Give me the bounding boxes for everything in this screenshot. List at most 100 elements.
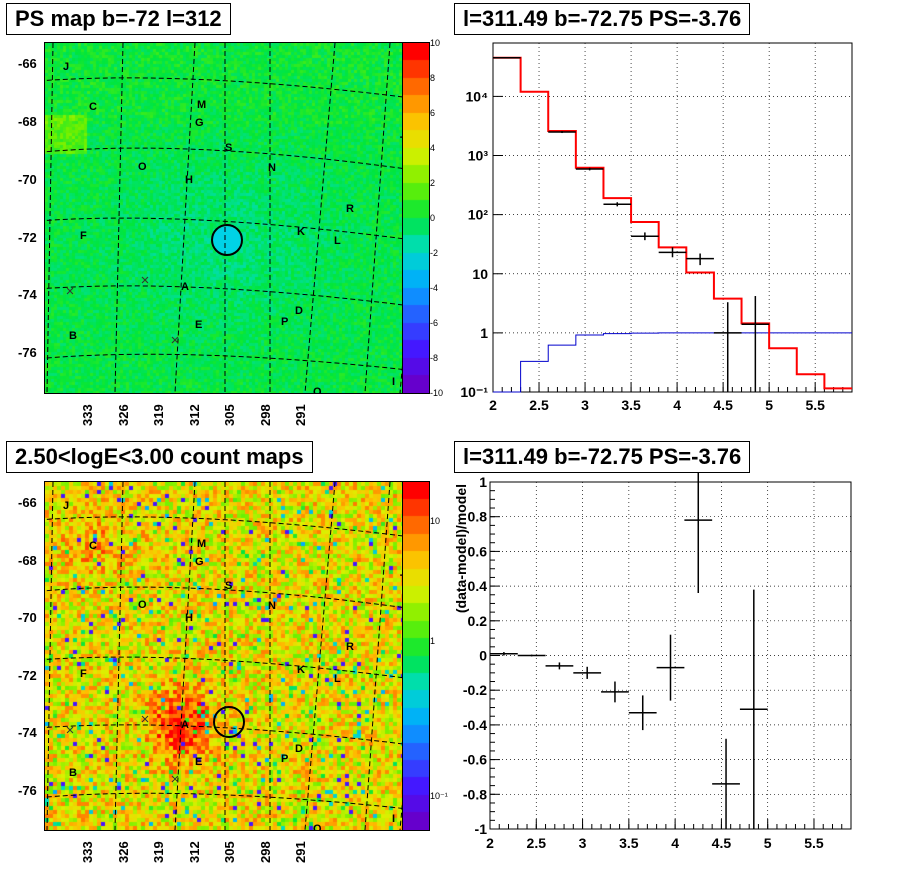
x-tick-label: 4.5 <box>713 397 733 413</box>
map-label-t: T <box>400 573 403 585</box>
y-tick-label: -0.4 <box>463 717 487 733</box>
count-map-heatmap <box>45 482 403 830</box>
y-tick-label: 0.2 <box>468 613 488 629</box>
cross-marker <box>171 336 179 344</box>
map-label-p: P <box>281 753 289 766</box>
ps-map-title: PS map b=-72 l=312 <box>6 3 231 35</box>
map-label-h: H <box>185 174 193 186</box>
map-y-tick: -72 <box>18 667 37 683</box>
map-label-n: N <box>268 600 276 613</box>
cross-marker <box>141 276 149 284</box>
palette-tick: 8 <box>430 73 436 83</box>
ps-map-palette <box>402 42 430 394</box>
y-tick-label: 1 <box>479 474 487 490</box>
map-x-tick: 305 <box>222 404 237 426</box>
latitude-line <box>45 586 403 609</box>
map-x-tick: 326 <box>115 404 131 426</box>
y-tick-label: 0.8 <box>468 509 488 525</box>
map-label-f: F <box>80 667 87 680</box>
map-x-tick: 298 <box>257 841 273 863</box>
map-label-f: F <box>80 230 87 242</box>
map-x-tick: 326 <box>115 841 131 863</box>
map-label-d: D <box>295 742 303 755</box>
longitude-line <box>114 43 124 393</box>
x-tick-label: 2.5 <box>527 835 547 851</box>
map-label-o: O <box>138 599 147 612</box>
palette-tick: 4 <box>430 143 436 153</box>
map-label-m: M <box>197 537 207 550</box>
x-tick-label: 4 <box>671 835 679 851</box>
map-label-j: J <box>63 499 70 512</box>
count-map-palette <box>402 481 430 831</box>
count-map-panel: J C MG S N T O H R F K L A DP B E Q I 10 1 10⁻¹ -66 -68 -70 -7… <box>0 437 449 875</box>
longitude-line <box>364 43 391 393</box>
x-tick-label: 5 <box>765 397 773 413</box>
x-tick-label: 5.5 <box>805 397 825 413</box>
x-tick-label: 4.5 <box>712 835 732 851</box>
latitude-line <box>45 147 403 170</box>
map-label-l: L <box>334 672 341 685</box>
palette-tick: 10 <box>430 516 441 526</box>
latitude-line <box>45 353 403 370</box>
map-x-tick: 333 <box>80 841 95 863</box>
ps-map[interactable]: J C MG S N T O H R F K L A DP B E Q I <box>44 42 404 394</box>
map-label-g: G <box>195 555 204 568</box>
palette-tick: -10 <box>430 388 444 398</box>
x-tick-label: 4 <box>673 397 681 413</box>
map-label-a: A <box>181 281 189 293</box>
x-tick-label: 3.5 <box>619 835 639 851</box>
blue-model-step <box>493 332 852 393</box>
cross-marker <box>66 287 74 295</box>
map-label-r: R <box>346 203 354 215</box>
map-x-tick: 312 <box>186 841 202 863</box>
map-label-c: C <box>89 101 97 113</box>
latitude-line <box>45 656 403 679</box>
map-label-i: I <box>392 376 396 388</box>
palette-tick: 0 <box>430 213 436 223</box>
map-label-a: A <box>181 718 189 731</box>
map-y-tick: -74 <box>18 287 37 303</box>
count-map[interactable]: J C MG S N T O H R F K L A DP B E Q I <box>44 481 404 831</box>
longitude-line <box>304 482 336 830</box>
map-y-tick: -70 <box>18 171 37 187</box>
palette-tick: -8 <box>430 353 439 363</box>
residual-plot[interactable]: 2 2.5 3 3.5 4 4.5 5 5.5 -1 -0.8 -0.6 -0.4 -0.2 0 0.2 0.… <box>449 437 898 875</box>
x-tick-label: 3.5 <box>621 397 641 413</box>
x-tick-label: 2.5 <box>529 397 549 413</box>
x-tick-label: 5 <box>764 835 772 851</box>
map-y-tick: -72 <box>18 229 37 245</box>
map-y-tick: -76 <box>18 345 37 361</box>
map-label-o: O <box>138 161 147 173</box>
x-tick-label: 2 <box>486 835 494 851</box>
latitude-line <box>45 77 403 98</box>
map-label-s: S <box>225 580 233 593</box>
map-y-tick: -66 <box>18 495 37 510</box>
y-tick-label: 0.4 <box>468 578 488 594</box>
spectrum-panel: 2 2.5 3 3.5 4 4.5 5 5.5 10⁻¹ 1 10 10² 10³ 10⁴ l=311.4… <box>449 0 898 437</box>
palette-tick: 10⁻¹ <box>430 791 448 801</box>
palette-tick: 1 <box>430 636 436 646</box>
map-label-d: D <box>295 305 303 317</box>
count-map-grid <box>45 482 403 830</box>
y-tick-label: 10³ <box>468 148 489 164</box>
map-label-q: Q <box>313 386 322 394</box>
map-y-tick: -68 <box>18 113 37 129</box>
map-label-n: N <box>268 162 276 174</box>
map-label-q: Q <box>313 823 322 831</box>
map-x-tick: 291 <box>293 404 308 426</box>
map-label-e: E <box>195 319 203 331</box>
latitude-line <box>45 285 403 306</box>
x-tick-label: 2 <box>489 397 497 413</box>
ps-map-grid <box>45 43 403 393</box>
map-label-p: P <box>281 316 289 328</box>
spectrum-plot[interactable]: 2 2.5 3 3.5 4 4.5 5 5.5 10⁻¹ 1 10 10² 10³ 10⁴ <box>449 0 898 437</box>
y-tick-label: -0.6 <box>463 752 487 768</box>
y-tick-label: 10² <box>468 207 489 223</box>
map-label-k: K <box>297 663 305 676</box>
latitude-line <box>45 792 403 809</box>
map-label-t: T <box>400 135 403 147</box>
x-tick-label: 5.5 <box>804 835 824 851</box>
map-label-l: L <box>334 235 341 247</box>
map-label-h: H <box>185 612 193 625</box>
map-x-tick: 319 <box>151 404 166 426</box>
